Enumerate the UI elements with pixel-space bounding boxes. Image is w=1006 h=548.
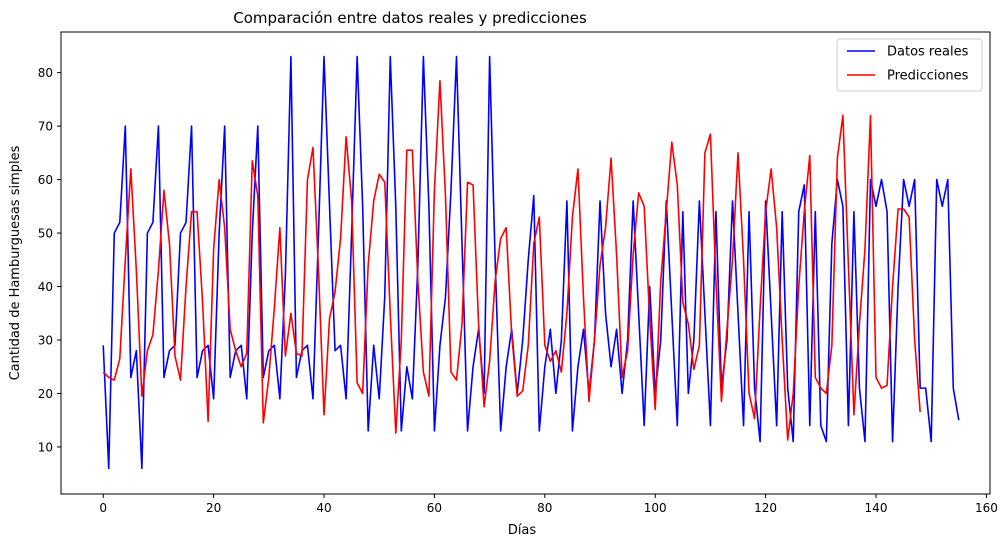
- plot-frame: [60, 31, 991, 495]
- y-tick-label: 50: [38, 227, 53, 241]
- x-tick-label: 160: [975, 501, 998, 515]
- plot-background: [61, 32, 990, 494]
- series-group: [102, 55, 960, 470]
- y-axis-label: Cantidad de Hamburguesas simples: [8, 145, 23, 380]
- plot-area: [60, 31, 991, 495]
- y-tick-label: 70: [38, 120, 53, 134]
- y-tick-label: 20: [38, 387, 53, 401]
- legend: Datos reales Predicciones: [836, 38, 983, 92]
- legend-label-datos-reales: Datos reales: [887, 45, 969, 60]
- x-tick-label: 80: [537, 501, 552, 515]
- series-line-datos-reales: [102, 55, 960, 470]
- y-tick-label: 80: [38, 66, 53, 80]
- x-tick-label: 40: [316, 501, 331, 515]
- series-line-predicciones: [102, 79, 921, 441]
- x-tick-label: 20: [206, 501, 221, 515]
- x-tick-label: 120: [754, 501, 777, 515]
- x-tick-label: 140: [865, 501, 888, 515]
- y-tick-label: 40: [38, 280, 53, 294]
- legend-box: [836, 38, 983, 92]
- y-axis: 10 20 30 40 50 60 70 80: [38, 66, 61, 454]
- x-axis: 0 20 40 60 80 100 120 140 160: [99, 494, 998, 515]
- y-tick-label: 30: [38, 334, 53, 348]
- x-tick-label: 100: [644, 501, 667, 515]
- y-tick-label: 10: [38, 440, 53, 454]
- x-axis-label: Días: [508, 523, 537, 538]
- chart-title: Comparación entre datos reales y predicc…: [233, 9, 587, 27]
- legend-label-predicciones: Predicciones: [887, 69, 969, 84]
- x-tick-label: 60: [427, 501, 442, 515]
- y-tick-label: 60: [38, 173, 53, 187]
- x-tick-label: 0: [99, 501, 107, 515]
